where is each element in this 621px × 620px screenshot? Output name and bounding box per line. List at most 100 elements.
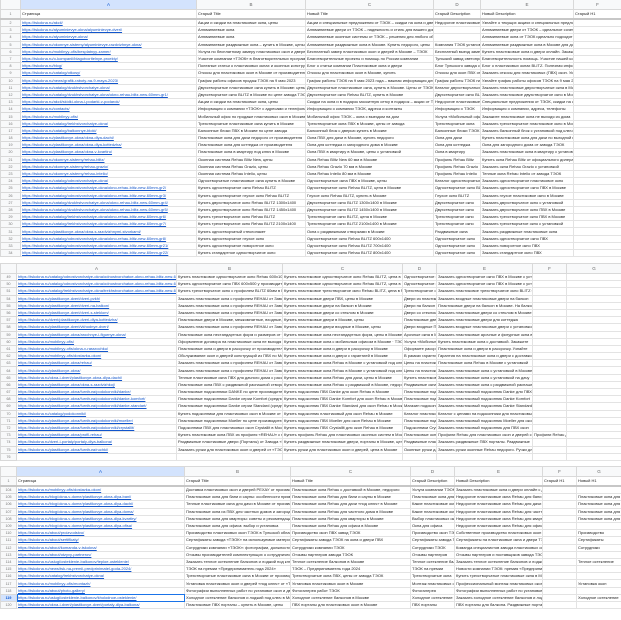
new-title-cell[interactable]: ТЭОК – Предприниматель года 2024 — [290, 565, 411, 574]
url-link-cell[interactable]: https://tskokna.ru/mobilnyy-ofis/ — [16, 337, 177, 346]
old-description-cell[interactable]: Блог Тульского завода свет — [433, 62, 481, 71]
old-h1-cell[interactable] — [542, 493, 577, 502]
new-h1-cell[interactable] — [566, 438, 621, 447]
new-title-cell[interactable]: Трехстворчатое окно BLITZ 2100x1400 в Мо… — [305, 220, 434, 229]
new-h1-cell[interactable]: Пластиковые окна для дачи — [576, 500, 621, 509]
old-description-cell[interactable]: Пластиковые окна из профиля — [402, 431, 437, 440]
old-title-cell[interactable]: Пластиковые окна для офиса: выбор и уста… — [184, 521, 291, 531]
new-title-cell[interactable]: Окна для коттеджа и загородного дома в М… — [305, 141, 434, 150]
old-description-cell[interactable]: Фотогалерея — [410, 586, 455, 595]
new-description-cell[interactable]: Алюминиевые раздвижные окна в Москве для… — [480, 40, 574, 49]
url-link-cell[interactable]: https://tskokna.ru/okonnye-sistemy/rehau… — [20, 169, 197, 179]
old-description-cell[interactable]: В рамках гарантийного обслуживания — [402, 352, 437, 361]
old-title-cell[interactable]: Оконная система Rehau Blitz New, цены — [196, 155, 306, 164]
new-title-cell[interactable]: Окна Rehau Blitz New 60 мм в Москве — [305, 155, 434, 164]
new-description-cell[interactable]: Каталог с ценами на подоконники для плас… — [436, 409, 533, 418]
row-number[interactable]: 3 — [0, 26, 21, 35]
new-h1-cell[interactable] — [576, 550, 621, 559]
old-h1-cell[interactable] — [532, 438, 567, 447]
old-h1-cell[interactable] — [573, 198, 621, 207]
new-title-cell[interactable]: Купить подоконник ПВХ Danke Komfort для … — [282, 395, 403, 404]
new-description-cell[interactable]: Заказать окна Rehau Grazio с установкой — [480, 162, 574, 171]
old-title-cell[interactable]: Установка пластиковых окон и дверей «под… — [184, 579, 291, 588]
new-description-cell[interactable]: Заказать ручки оконные Rehau недорого. Р… — [436, 445, 533, 454]
row-number[interactable]: 109 — [0, 521, 17, 531]
row-number[interactable]: 22 — [0, 162, 21, 171]
new-h1-cell[interactable]: Установка окон — [576, 579, 621, 588]
new-title-cell[interactable]: Купить подоконник ПВХ Danke Standard для… — [282, 402, 403, 411]
url-link-cell[interactable]: https://tskokna.ru/about/sertifikaty/ — [16, 536, 185, 545]
old-description-cell[interactable]: Услуга компании ТЭОК по доставке — [410, 485, 455, 495]
new-h1-cell[interactable] — [566, 287, 621, 296]
old-title-cell[interactable] — [176, 452, 283, 461]
new-description-cell[interactable]: Заказать пластиковые окна в квартиру с у… — [480, 148, 574, 157]
new-title-cell[interactable]: Трехстворчатые окна ПВХ, цены от завода … — [290, 572, 411, 581]
row-number[interactable]: 115 — [0, 565, 17, 574]
new-description-cell[interactable]: Заказать пластиковые окна с установкой в… — [436, 366, 533, 375]
old-title-cell[interactable]: Полезные статьи о пластиковых окнах и ок… — [196, 62, 306, 71]
url-link-cell[interactable]: https://tskokna.ru/catalog/balkonnye-blo… — [20, 126, 197, 136]
column-header-F[interactable]: F — [532, 263, 567, 274]
new-h1-cell[interactable] — [566, 280, 621, 289]
url-link-cell[interactable]: https://tskokna.ru/uslugi/osteklenie-bal… — [16, 557, 185, 567]
row-number[interactable]: 73 — [0, 431, 17, 440]
old-description-cell[interactable]: Глухое окно BLITZ — [433, 191, 481, 200]
new-description-cell[interactable]: Закажите пластиковые окна не выходя из д… — [480, 112, 574, 121]
new-description-cell[interactable]: Заказать трехстворчатое окно с установко… — [480, 220, 574, 229]
url-link-cell[interactable]: https://tskokna.ru/catalog/trekhstvorcha… — [20, 213, 197, 222]
row-number[interactable]: 63 — [0, 359, 17, 368]
old-title-cell[interactable]: График работы офисов продаж ТЭОК на 9 ма… — [196, 76, 306, 85]
old-title-cell[interactable]: Купить трехстворчатое окно Rehau BLITZ 2… — [196, 220, 306, 229]
new-title-cell[interactable]: Фотогалерея работ ТЭОК — [290, 586, 411, 595]
column-header-E[interactable]: E — [436, 263, 533, 274]
header-cell-old-description[interactable]: Старый Description — [410, 476, 455, 487]
new-title-cell[interactable]: Купить пластиковые окна Rehau в Москве с… — [282, 366, 403, 375]
row-number[interactable]: 11 — [0, 83, 21, 92]
new-h1-cell[interactable]: Производство — [576, 529, 621, 538]
old-description-cell[interactable]: Каталог двухстворчатых окон — [433, 83, 481, 92]
new-title-cell[interactable]: Купить пластиковое одностворчатое окно R… — [282, 280, 403, 289]
url-link-cell[interactable]: https://tskokna.ru/catalog/trekhstvorcha… — [20, 119, 197, 128]
column-header-C[interactable]: C — [282, 263, 403, 274]
old-description-cell[interactable]: Компания ТЭОК установит — [433, 40, 481, 49]
old-h1-cell[interactable] — [573, 241, 621, 251]
old-description-cell[interactable]: Профиль Rehau Intelio — [433, 169, 481, 179]
new-description-cell[interactable]: Заказать пластиковые двери со стеклом в … — [436, 308, 533, 318]
row-number[interactable]: 34 — [0, 248, 21, 258]
new-description-cell[interactable]: Пластиковые окна Rehau в Москве с устано… — [436, 359, 533, 368]
url-link-cell[interactable]: https://tskokna.ru/news/tsk-na-premii-pr… — [16, 565, 185, 574]
row-number[interactable]: 20 — [0, 148, 21, 157]
new-title-cell[interactable]: Окна Rehau Grazio 70 мм в Москве — [305, 162, 434, 171]
old-title-cell[interactable]: Купить подоконники для пластиковых окон … — [176, 409, 283, 418]
header-cell-old-h1[interactable]: Старый H1 — [542, 476, 577, 487]
url-link-cell[interactable]: https://tskokna.ru/catalog/odnostvorchat… — [20, 241, 197, 251]
old-description-cell[interactable]: Арочные окна в Москве — [402, 330, 437, 339]
new-title-cell[interactable]: Одностворчатое окно Rehau BLITZ 700x1400 — [305, 241, 434, 251]
row-number[interactable]: 120 — [0, 600, 17, 610]
old-h1-cell[interactable] — [573, 177, 621, 186]
url-link-cell[interactable]: https://tskokna.ru/contacts/ — [20, 105, 197, 114]
old-title-cell[interactable]: Двухстворчатое окно BLITZ в Москве по це… — [196, 90, 306, 100]
old-description-cell[interactable]: Холодное остекление — [410, 593, 455, 603]
new-description-cell[interactable]: Алюминиевые двери от ТЭОК – идеальное со… — [480, 26, 574, 35]
url-link-cell[interactable] — [16, 452, 177, 461]
old-description-cell[interactable]: График работы ТЭОК на 9 мая — [433, 76, 481, 85]
row-number[interactable]: 7 — [0, 54, 21, 64]
row-number[interactable]: 23 — [0, 169, 21, 179]
new-description-cell[interactable]: Купить пластиковые окна и двери онлайн. … — [480, 47, 574, 56]
old-h1-cell[interactable] — [573, 40, 621, 49]
old-description-cell[interactable]: Информация о ТЭОК — [433, 105, 481, 114]
row-number[interactable]: 15 — [0, 112, 21, 121]
new-description-cell[interactable]: Заказать холодное остекление балконов и … — [454, 593, 543, 603]
new-title-cell[interactable]: Двухстворчатое окно Rehau BLITZ, купить … — [305, 90, 434, 100]
row-number[interactable]: 61 — [0, 344, 17, 354]
old-h1-cell[interactable] — [542, 565, 577, 574]
url-link-cell[interactable]: https://tskokna.ru/plastikovye-okna/furn… — [16, 387, 177, 397]
new-h1-cell[interactable]: Пластиковые окна для дома — [576, 507, 621, 516]
url-link-cell[interactable]: https://tskokna.ru/catalog/odnostvorchat… — [20, 248, 197, 258]
row-number[interactable]: 25 — [0, 184, 21, 193]
old-title-cell[interactable]: Откосы для пластиковых окон в Москве от … — [196, 69, 306, 78]
old-title-cell[interactable]: Акции и скидки на пластиковые окна, цены — [196, 98, 306, 107]
new-title-cell[interactable]: Окна ПВХ для дачи в Москве, купить недор… — [305, 133, 434, 143]
header-cell-new-h1[interactable]: Новый H1 — [576, 476, 621, 487]
